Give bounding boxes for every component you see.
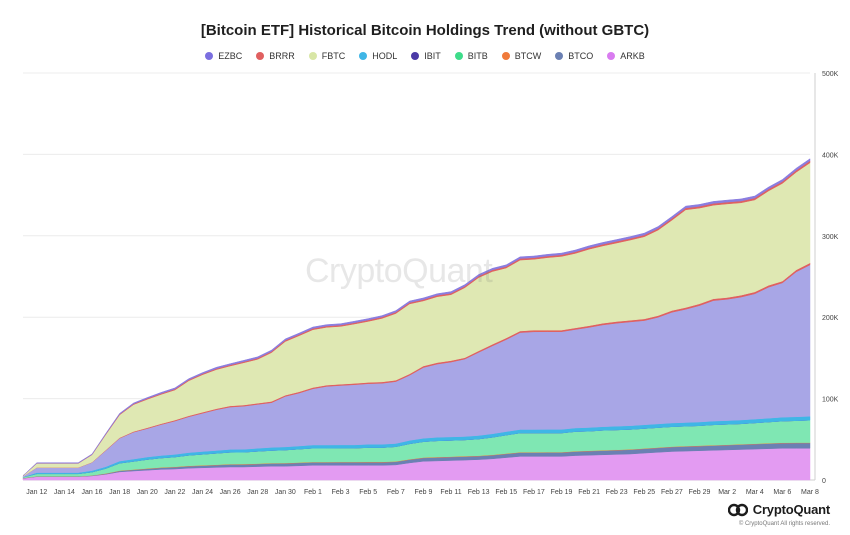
y-tick-label: 0 [822, 478, 826, 485]
x-tick-label: Feb 19 [551, 489, 573, 496]
x-tick-label: Feb 27 [661, 489, 683, 496]
x-tick-label: Feb 21 [578, 489, 600, 496]
x-tick-label: Jan 16 [82, 489, 103, 496]
x-tick-label: Feb 15 [495, 489, 517, 496]
x-tick-label: Feb 7 [387, 489, 405, 496]
chart-legend: EZBC BRRR FBTC HODL IBIT BITB BTCW BTCO ARKB [0, 51, 850, 61]
x-tick-label: Mar 2 [718, 489, 736, 496]
x-tick-label: Feb 5 [359, 489, 377, 496]
series-area-ezbc-top[interactable] [22, 158, 811, 476]
x-tick-label: Feb 9 [414, 489, 432, 496]
copyright-text: © CryptoQuant All rights reserved. [738, 521, 830, 527]
legend-item-btco[interactable]: BTCO [555, 51, 593, 61]
x-tick-label: Feb 13 [468, 489, 490, 496]
legend-item-ibit[interactable]: IBIT [411, 51, 441, 61]
y-tick-label: 300K [822, 234, 839, 241]
legend-swatch [501, 52, 510, 60]
watermark: CryptoQuant [305, 252, 493, 290]
legend-item-btcw[interactable]: BTCW [501, 51, 542, 61]
x-tick-label: Feb 25 [633, 489, 655, 496]
legend-swatch [454, 52, 463, 60]
x-tick-label: Feb 1 [304, 489, 322, 496]
brand-logo: CryptoQuant [727, 502, 830, 517]
legend-label: ARKB [620, 51, 645, 61]
y-tick-label: 400K [822, 152, 839, 159]
legend-item-arkb[interactable]: ARKB [607, 51, 645, 61]
x-tick-label: Jan 22 [164, 489, 185, 496]
x-tick-label: Mar 6 [773, 489, 791, 496]
x-tick-label: Jan 28 [247, 489, 268, 496]
x-tick-label: Jan 14 [54, 489, 75, 496]
x-tick-label: Jan 20 [137, 489, 158, 496]
x-tick-label: Jan 12 [26, 489, 47, 496]
legend-label: HODL [372, 51, 398, 61]
y-tick-label: 500K [822, 71, 839, 78]
legend-swatch [308, 52, 317, 60]
legend-label: EZBC [218, 51, 243, 61]
x-tick-label: Feb 29 [689, 489, 711, 496]
x-tick-label: Feb 23 [606, 489, 628, 496]
legend-label: IBIT [424, 51, 441, 61]
legend-swatch [411, 52, 420, 60]
cryptoquant-logo-icon [727, 503, 748, 516]
legend-label: FBTC [321, 51, 346, 61]
x-tick-label: Jan 24 [192, 489, 213, 496]
y-tick-label: 100K [822, 397, 839, 404]
legend-item-ezbc[interactable]: EZBC [205, 51, 242, 61]
legend-item-hodl[interactable]: HODL [359, 51, 397, 61]
legend-label: BTCW [514, 51, 542, 61]
legend-item-bitb[interactable]: BITB [454, 51, 488, 61]
chart-title: [Bitcoin ETF] Historical Bitcoin Holding… [200, 22, 650, 39]
legend-item-fbtc[interactable]: FBTC [308, 51, 346, 61]
x-tick-label: Feb 11 [440, 489, 461, 496]
x-tick-label: Mar 4 [746, 489, 764, 496]
x-tick-label: Mar 8 [801, 489, 819, 496]
legend-swatch [607, 52, 616, 60]
x-tick-label: Feb 17 [523, 489, 545, 496]
legend-label: BITB [467, 51, 488, 61]
brand-name: CryptoQuant [752, 502, 830, 517]
x-tick-label: Jan 18 [109, 489, 130, 496]
legend-swatch [359, 52, 368, 60]
legend-label: BTCO [568, 51, 594, 61]
legend-swatch [555, 52, 564, 60]
x-tick-label: Feb 3 [332, 489, 350, 496]
x-tick-label: Jan 30 [275, 489, 296, 496]
y-tick-label: 200K [822, 315, 839, 322]
legend-swatch [205, 52, 214, 60]
legend-item-brrr[interactable]: BRRR [256, 51, 295, 61]
legend-swatch [256, 52, 265, 60]
x-tick-label: Jan 26 [220, 489, 241, 496]
legend-label: BRRR [269, 51, 295, 61]
